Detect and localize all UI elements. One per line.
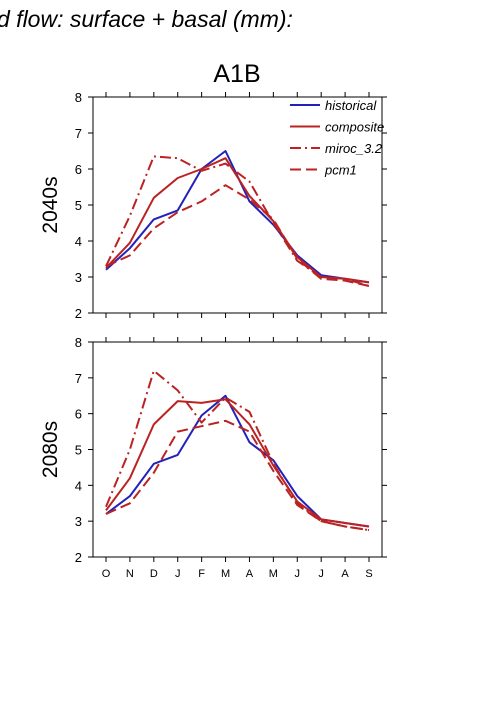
panel-2040s: 2 3 4 5 6 7 8 2040s historical composite miroc_3.2…	[39, 90, 387, 321]
x-tick-label: J	[318, 568, 324, 580]
y-tick-label: 4	[75, 234, 82, 249]
series-line-composite	[105, 398, 370, 528]
y-axis-label: 2040s	[39, 176, 62, 233]
panels: 2 3 4 5 6 7 8 2040s historical composite miroc_3.2…	[39, 90, 387, 580]
y-tick-label: 2	[75, 550, 82, 565]
series-line-miroc_3.2	[105, 369, 370, 532]
chart-title: d flow: surface + basal (mm):	[0, 6, 293, 32]
y-tick-label: 8	[75, 90, 82, 105]
y-tick-label: 6	[75, 162, 82, 177]
legend: historical composite miroc_3.2 pcm1	[290, 98, 384, 178]
legend-label-pcm1: pcm1	[324, 163, 357, 178]
y-tick-label: 6	[75, 407, 82, 422]
y-tick-label: 8	[75, 335, 82, 350]
y-tick-label: 5	[75, 443, 82, 458]
y-tick-label: 2	[75, 306, 82, 321]
x-tick-label: A	[246, 568, 254, 580]
series-line-pcm1	[105, 419, 370, 532]
y-axis-label: 2080s	[39, 421, 62, 478]
chart-subtitle: A1B	[213, 60, 260, 88]
x-tick-label: A	[341, 568, 349, 580]
x-tick-label: O	[102, 568, 111, 580]
x-tick-label: J	[175, 568, 181, 580]
series-line-miroc_3.2	[105, 155, 370, 287]
y-tick-label: 5	[75, 198, 82, 213]
y-tick-label: 7	[75, 371, 82, 386]
legend-label-composite: composite	[325, 120, 384, 135]
panel-2080s: 2 3 4 5 6 7 8 O N D J F M A M J J A S 2080s	[39, 335, 387, 580]
series-line-pcm1	[105, 184, 370, 287]
x-tick-label: M	[221, 568, 230, 580]
x-tick-label: M	[269, 568, 278, 580]
y-tick-label: 3	[75, 514, 82, 529]
y-tick-label: 3	[75, 270, 82, 285]
x-tick-label: D	[150, 568, 158, 580]
x-tick-label: N	[126, 568, 134, 580]
legend-label-historical: historical	[325, 98, 377, 113]
x-tick-label: S	[365, 568, 372, 580]
legend-label-miroc_3.2: miroc_3.2	[325, 141, 383, 156]
y-tick-label: 4	[75, 478, 82, 493]
x-tick-label: J	[295, 568, 301, 580]
y-tick-label: 7	[75, 126, 82, 141]
series-line-historical	[105, 394, 370, 528]
x-tick-label: F	[198, 568, 205, 580]
